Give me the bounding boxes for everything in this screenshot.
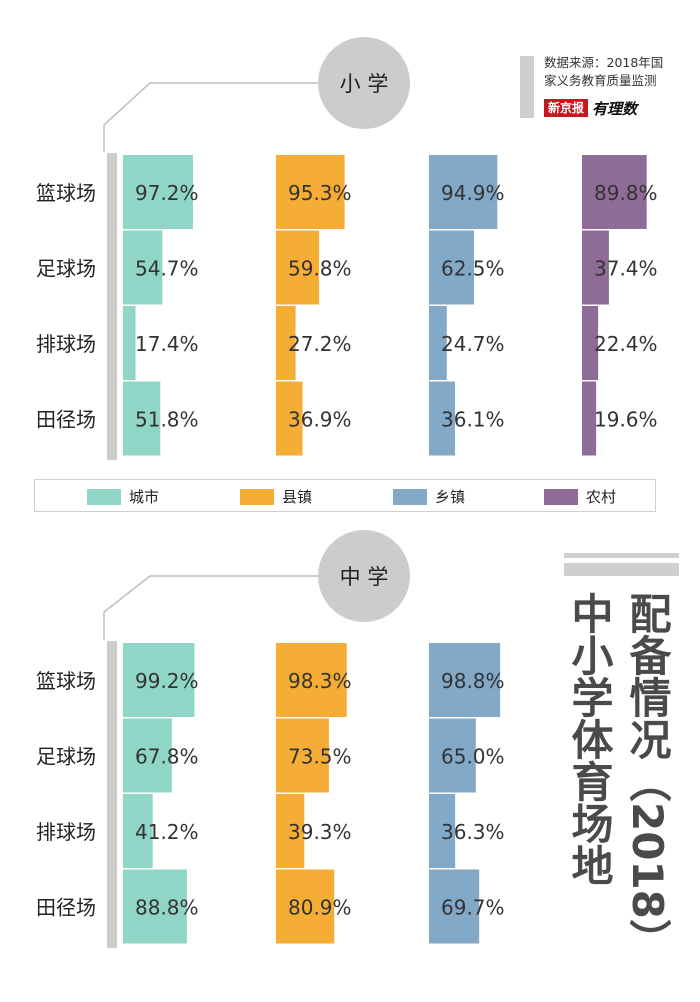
middle-category-label-volleyball: 排球场 xyxy=(36,820,96,844)
legend-item-village: 农村 xyxy=(544,486,616,507)
middle-title-circle xyxy=(318,530,410,622)
middle-bar-county-town-volleyball xyxy=(276,794,305,868)
middle-value-label-township-track: 69.7% xyxy=(441,896,505,920)
middle-category-label-basketball: 篮球场 xyxy=(36,669,96,693)
middle-category-label-track: 田径场 xyxy=(36,896,96,920)
legend-item-county-town: 县镇 xyxy=(240,486,312,507)
middle-bar-township-volleyball xyxy=(429,794,456,868)
primary-value-label-township-basketball: 94.9% xyxy=(441,181,505,205)
middle-value-label-county-town-track: 80.9% xyxy=(288,896,352,920)
source-line-2: 家义务教育质量监测 xyxy=(544,73,657,88)
primary-value-label-county-town-basketball: 95.3% xyxy=(288,181,352,205)
middle-bar-township-track xyxy=(429,869,480,944)
primary-value-label-county-town-track: 36.9% xyxy=(288,408,352,432)
middle-axis-bar xyxy=(107,641,117,948)
legend-label-city: 城市 xyxy=(129,488,160,506)
legend-swatch-township xyxy=(393,488,427,505)
middle-bar-city-track xyxy=(123,869,187,944)
middle-value-label-township-basketball: 98.8% xyxy=(441,669,505,693)
middle-title-connector xyxy=(103,575,318,640)
primary-category-label-football: 足球场 xyxy=(36,257,96,281)
source-note: 数据来源：2018年国 家义务教育质量监测 xyxy=(544,54,694,90)
middle-value-label-county-town-volleyball: 39.3% xyxy=(288,820,352,844)
primary-bar-village-volleyball xyxy=(582,306,599,380)
title-deco-bar-2 xyxy=(564,563,679,576)
middle-bar-township-basketball xyxy=(429,643,501,717)
middle-bar-county-town-football xyxy=(276,718,329,793)
primary-bar-city-track xyxy=(123,381,161,456)
primary-bar-township-basketball xyxy=(429,155,498,229)
source-accent-bar xyxy=(520,56,534,118)
primary-title-circle xyxy=(318,37,410,129)
primary-value-label-county-town-football: 59.8% xyxy=(288,257,352,281)
primary-value-label-city-football: 54.7% xyxy=(135,257,199,281)
legend-label-county-town: 县镇 xyxy=(282,488,313,506)
primary-value-label-township-volleyball: 24.7% xyxy=(441,332,505,356)
primary-bar-township-track xyxy=(429,381,455,456)
primary-value-label-county-town-volleyball: 27.2% xyxy=(288,332,352,356)
primary-value-label-village-football: 37.4% xyxy=(594,257,658,281)
primary-bar-township-volleyball xyxy=(429,306,447,380)
title-deco-bar-1 xyxy=(564,553,679,558)
primary-bar-county-town-volleyball xyxy=(276,306,296,380)
brand-logo: 新京报 有理数 xyxy=(544,98,637,118)
middle-value-label-city-track: 88.8% xyxy=(135,896,199,920)
legend-item-city: 城市 xyxy=(87,486,159,507)
middle-bar-city-basketball xyxy=(123,643,195,717)
primary-bar-city-football xyxy=(123,230,163,305)
primary-title-connector xyxy=(103,82,318,152)
primary-bar-city-basketball xyxy=(123,155,193,229)
primary-value-label-village-volleyball: 22.4% xyxy=(594,332,658,356)
middle-value-label-township-volleyball: 36.3% xyxy=(441,820,505,844)
middle-value-label-township-football: 65.0% xyxy=(441,745,505,769)
primary-category-label-volleyball: 排球场 xyxy=(36,332,96,356)
primary-value-label-city-basketball: 97.2% xyxy=(135,181,199,205)
primary-bar-county-town-track xyxy=(276,381,303,456)
middle-bar-county-town-basketball xyxy=(276,643,347,717)
middle-value-label-county-town-basketball: 98.3% xyxy=(288,669,352,693)
primary-bar-village-track xyxy=(582,381,597,456)
primary-bar-county-town-basketball xyxy=(276,155,345,229)
primary-bar-county-town-football xyxy=(276,230,320,305)
middle-value-label-county-town-football: 73.5% xyxy=(288,745,352,769)
brand-script-logo: 有理数 xyxy=(592,99,638,118)
primary-value-label-village-track: 19.6% xyxy=(594,408,658,432)
legend: 城市 县镇 乡镇 农村 xyxy=(34,479,656,512)
main-title-line-1: 配备情况（2018） xyxy=(623,592,672,961)
primary-bar-township-football xyxy=(429,230,474,305)
brand-box-logo: 新京报 xyxy=(544,99,589,117)
middle-value-label-city-basketball: 99.2% xyxy=(135,669,199,693)
primary-value-label-township-track: 36.1% xyxy=(441,408,505,432)
legend-swatch-county-town xyxy=(240,488,274,505)
legend-label-township: 乡镇 xyxy=(435,488,466,506)
legend-item-township: 乡镇 xyxy=(393,486,465,507)
primary-axis-bar xyxy=(107,153,117,460)
legend-label-village: 农村 xyxy=(586,488,617,506)
primary-value-label-village-basketball: 89.8% xyxy=(594,181,658,205)
middle-category-label-football: 足球场 xyxy=(36,745,96,769)
legend-swatch-village xyxy=(544,488,578,505)
primary-title: 小 学 xyxy=(340,72,389,96)
primary-category-label-basketball: 篮球场 xyxy=(36,181,96,205)
primary-bar-village-basketball xyxy=(582,155,647,229)
primary-value-label-township-football: 62.5% xyxy=(441,257,505,281)
middle-bar-county-town-track xyxy=(276,869,335,944)
primary-category-label-track: 田径场 xyxy=(36,408,96,432)
middle-bar-city-volleyball xyxy=(123,794,153,868)
main-title-line-2: 中小学体育场地 xyxy=(565,592,614,886)
primary-bar-village-football xyxy=(582,230,609,305)
middle-bar-city-football xyxy=(123,718,172,793)
middle-value-label-city-football: 67.8% xyxy=(135,745,199,769)
primary-value-label-city-volleyball: 17.4% xyxy=(135,332,199,356)
source-line-1: 数据来源：2018年国 xyxy=(544,55,664,70)
legend-swatch-city xyxy=(87,488,121,505)
middle-title: 中 学 xyxy=(340,565,389,589)
middle-value-label-city-volleyball: 41.2% xyxy=(135,820,199,844)
primary-bar-city-volleyball xyxy=(123,306,136,380)
middle-bar-township-football xyxy=(429,718,476,793)
primary-value-label-city-track: 51.8% xyxy=(135,408,199,432)
